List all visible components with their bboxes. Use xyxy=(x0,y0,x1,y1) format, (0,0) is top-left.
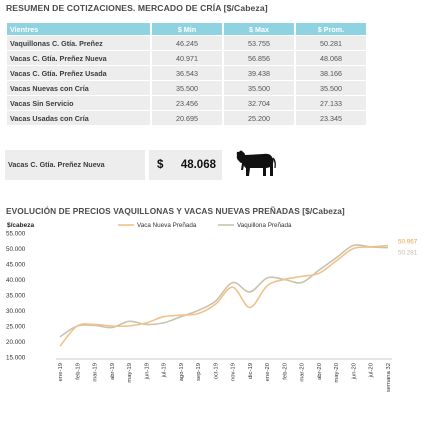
table-row: Vacas Usadas con Cría 20.695 25.200 23.345 xyxy=(7,111,366,125)
y-tick-label: 25.000 xyxy=(6,323,26,330)
max-value: 25.200 xyxy=(224,111,294,125)
y-tick-label: 50.000 xyxy=(6,246,26,253)
y-tick-label: 20.000 xyxy=(6,339,26,346)
x-tick-label: dic-19 xyxy=(248,363,254,379)
column-header: $ Max xyxy=(224,23,294,35)
avg-value: 27.133 xyxy=(296,96,366,110)
y-tick-label: 55.000 xyxy=(6,230,26,237)
cow-icon xyxy=(236,150,276,176)
max-value: 39.438 xyxy=(224,66,294,80)
table-row: Vacas Nuevas con Cría 35.500 35.500 35.500 xyxy=(7,81,366,95)
min-value: 46.245 xyxy=(152,36,222,50)
column-header: $ Prom. xyxy=(296,23,366,35)
row-label: Vaquillonas C. Gtía. Preñez xyxy=(7,36,150,50)
x-tick-label: abr-19 xyxy=(110,363,116,380)
min-value: 23.456 xyxy=(152,96,222,110)
min-value: 36.543 xyxy=(152,66,222,80)
x-tick-label: semana 32 xyxy=(386,363,392,392)
avg-value: 50.281 xyxy=(296,36,366,50)
highlight-value: 48.068 xyxy=(180,159,216,171)
x-tick-label: ago-19 xyxy=(179,363,185,381)
min-value: 40.971 xyxy=(152,51,222,65)
y-axis-label: $/cabeza xyxy=(7,222,34,229)
x-tick-label: sep-19 xyxy=(196,363,202,381)
avg-value: 35.500 xyxy=(296,81,366,95)
summary-title: RESUMEN DE COTIZACIONES. MERCADO DE CRÍA… xyxy=(6,3,268,13)
row-label: Vacas Usadas con Cría xyxy=(7,111,150,125)
table-header-row: Vientres $ Min $ Max $ Prom. xyxy=(7,23,366,35)
max-value: 35.500 xyxy=(224,81,294,95)
end-value-label: 50.281 xyxy=(398,250,418,257)
prices-table: Vientres $ Min $ Max $ Prom. Vaquillonas… xyxy=(5,22,368,126)
y-tick-label: 30.000 xyxy=(6,308,26,315)
x-tick-label: may-19 xyxy=(127,363,133,383)
x-tick-label: feb-20 xyxy=(282,362,288,379)
table-row: Vacas C. Gtía. Preñez Nueva 40.971 56.856 4… xyxy=(7,51,366,65)
x-tick-label: jul-20 xyxy=(369,362,375,378)
highlight-price: $ 48.068 xyxy=(149,150,222,180)
max-value: 32.704 xyxy=(224,96,294,110)
x-tick-label: mar-20 xyxy=(300,362,306,381)
y-tick-label: 35.000 xyxy=(6,292,26,299)
price-evolution-chart: $/cabeza 15.000 20.000 25.000 30.000 35.000 40… xyxy=(6,222,418,392)
avg-value: 23.345 xyxy=(296,111,366,125)
x-tick-label: nov-19 xyxy=(231,363,237,381)
legend-label: Vaca Nueva Preñada xyxy=(137,222,197,229)
row-label: Vacas Sin Servicio xyxy=(7,96,150,110)
row-label: Vacas C. Gtía. Preñez Usada xyxy=(7,66,150,80)
column-header: $ Min xyxy=(152,23,222,35)
y-tick-label: 15.000 xyxy=(6,354,26,361)
legend-label: Vaquillona Preñada xyxy=(237,222,292,229)
row-label: Vacas C. Gtía. Preñez Nueva xyxy=(7,51,150,65)
table-row: Vacas C. Gtía. Preñez Usada 36.543 39.438 3… xyxy=(7,66,366,80)
column-header: Vientres xyxy=(7,23,150,35)
avg-value: 38.166 xyxy=(296,66,366,80)
chart-title: EVOLUCIÓN DE PRECIOS VAQUILLONAS Y VACAS… xyxy=(6,206,345,216)
x-tick-label: jul-19 xyxy=(162,363,168,378)
max-value: 56.856 xyxy=(224,51,294,65)
x-tick-label: feb-19 xyxy=(75,363,81,380)
x-tick-label: jun-20 xyxy=(351,362,357,380)
end-value-label: 50.967 xyxy=(398,239,418,246)
highlight-label: Vacas C. Gtía. Preñez Nueva xyxy=(5,150,145,180)
x-tick-label: ene-20 xyxy=(265,362,271,381)
x-tick-label: may-20 xyxy=(334,362,340,382)
x-tick-label: ene-19 xyxy=(58,363,64,381)
y-tick-label: 40.000 xyxy=(6,277,26,284)
x-tick-label: mar-19 xyxy=(93,363,99,382)
x-tick-label: oct-19 xyxy=(213,363,219,379)
x-tick-label: jun-19 xyxy=(144,363,150,380)
series-line-0 xyxy=(59,244,389,347)
max-value: 53.755 xyxy=(224,36,294,50)
currency-symbol: $ xyxy=(157,159,164,171)
table-row: Vaquillonas C. Gtía. Preñez 46.245 53.755 5… xyxy=(7,36,366,50)
row-label: Vacas Nuevas con Cría xyxy=(7,81,150,95)
min-value: 20.695 xyxy=(152,111,222,125)
avg-value: 48.068 xyxy=(296,51,366,65)
min-value: 35.500 xyxy=(152,81,222,95)
series-line-1 xyxy=(59,244,389,338)
table-row: Vacas Sin Servicio 23.456 32.704 27.133 xyxy=(7,96,366,110)
y-tick-label: 45.000 xyxy=(6,261,26,268)
x-tick-label: abr-20 xyxy=(317,362,323,380)
